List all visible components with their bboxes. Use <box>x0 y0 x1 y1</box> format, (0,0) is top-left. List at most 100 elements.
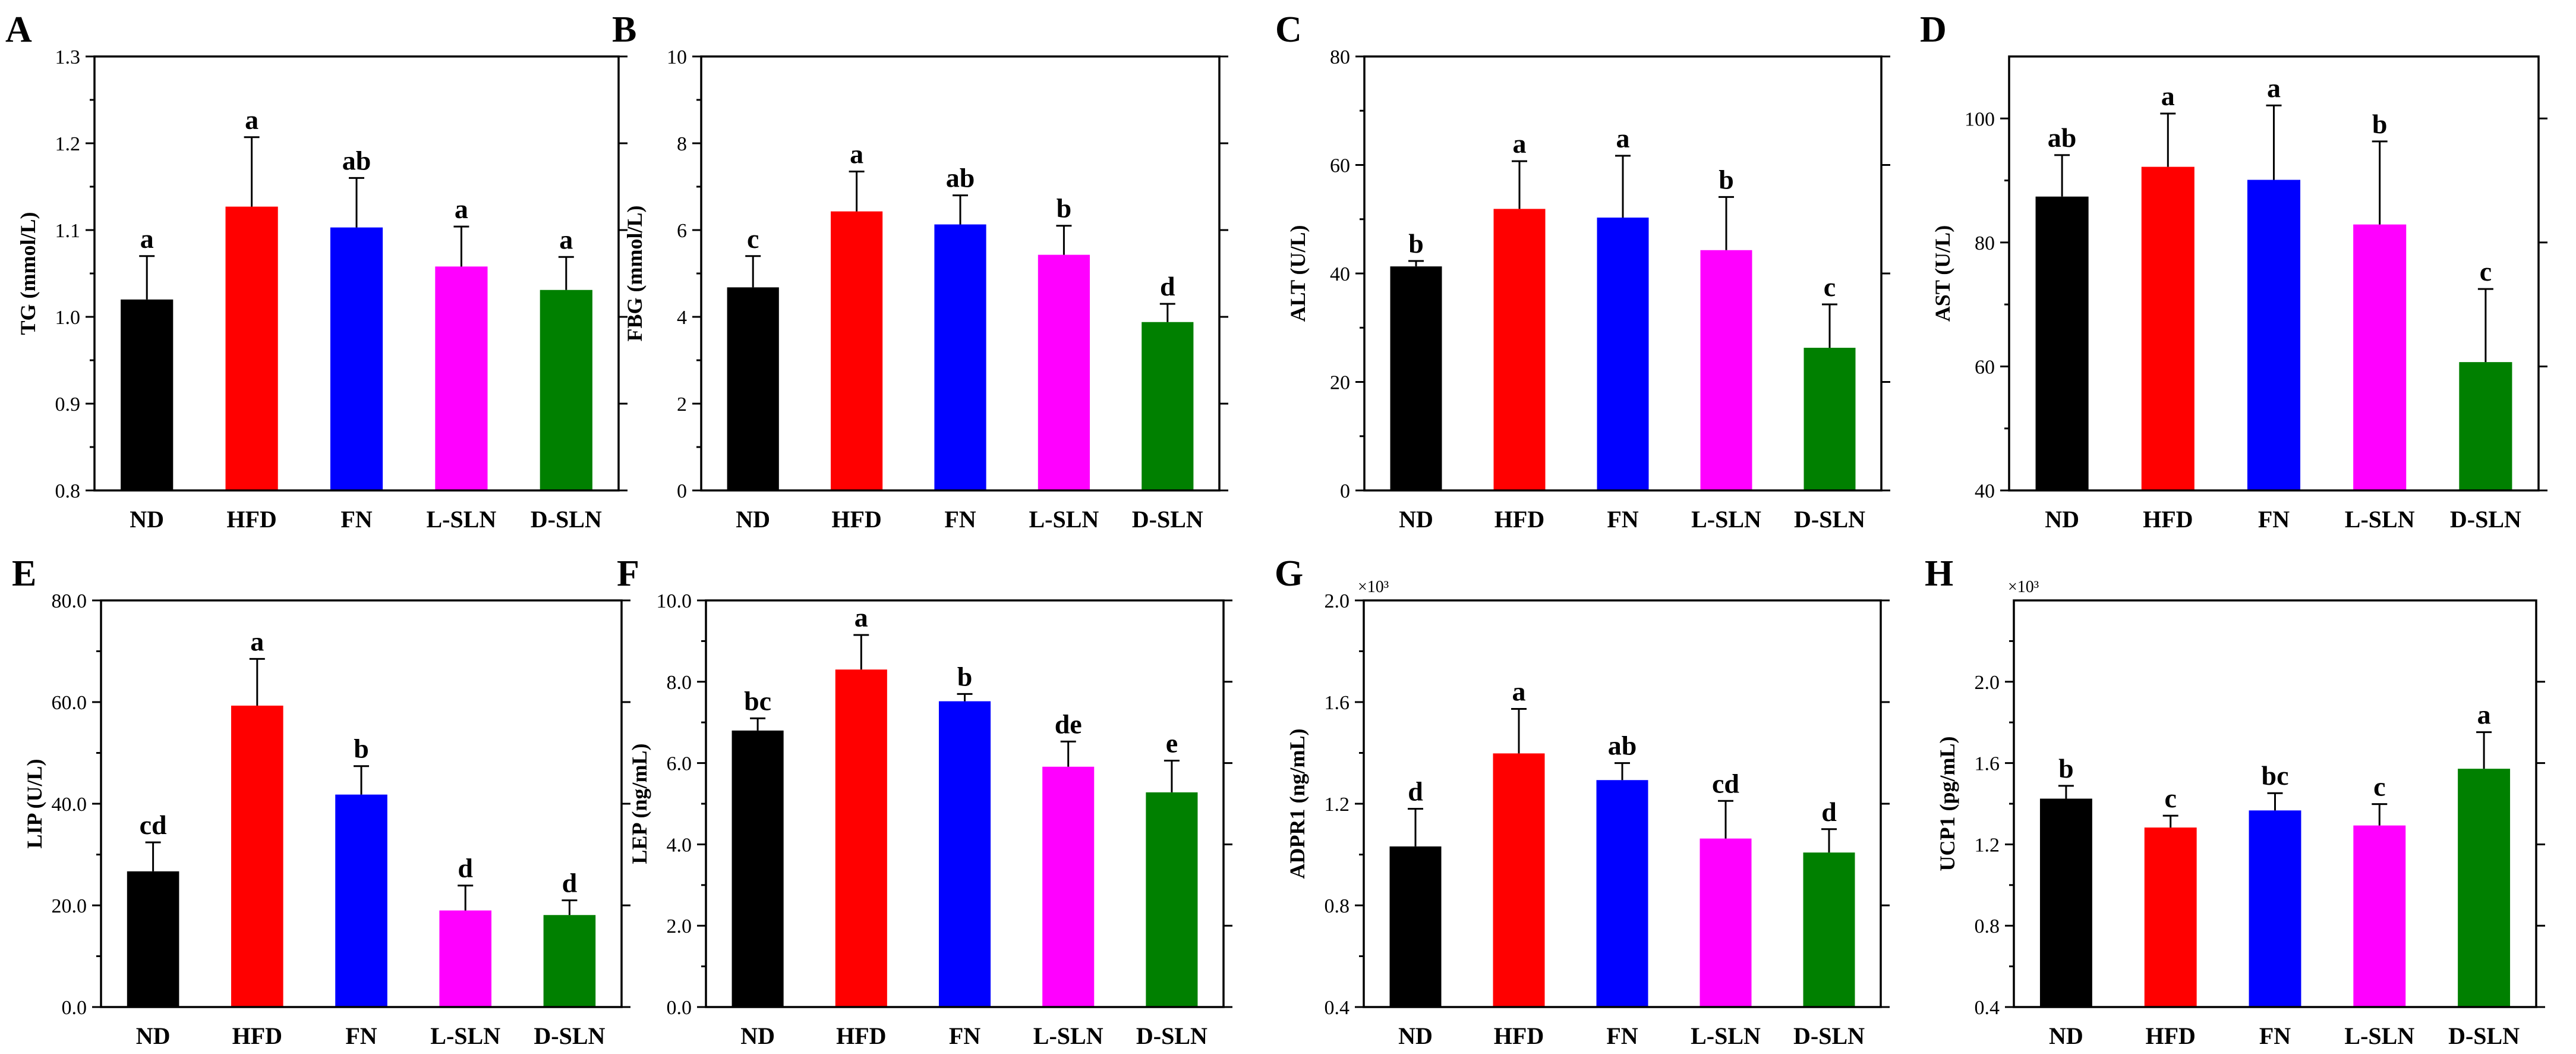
bar-b-l-sln <box>1038 254 1090 490</box>
significance-label: d <box>562 867 578 898</box>
error-bar-f-1 <box>853 634 869 670</box>
category-label: L-SLN <box>1691 506 1761 533</box>
y-tick-label: 40 <box>1330 263 1350 285</box>
category-label: HFD <box>836 1022 886 1049</box>
significance-label: d <box>1821 797 1837 827</box>
error-bar-a-0 <box>139 255 155 300</box>
bar-d-d-sln <box>2459 362 2512 490</box>
bar-f-d-sln <box>1146 792 1198 1007</box>
error-bar-d-0 <box>2054 154 2070 197</box>
y-tick-label: 10.0 <box>657 590 692 612</box>
error-bar-a-1 <box>244 136 260 207</box>
error-bar-h-4 <box>2476 731 2492 769</box>
y-tick-label: 20 <box>1330 372 1350 394</box>
bar-g-hfd <box>1493 753 1545 1007</box>
category-label: FN <box>1607 506 1638 533</box>
error-bar-d-2 <box>2266 104 2282 180</box>
y-axis-label-c: ALT (U/L) <box>1286 225 1310 322</box>
error-bar-e-4 <box>562 899 578 915</box>
error-bar-b-1 <box>849 170 865 212</box>
plot-frame-b <box>700 55 1221 492</box>
plot-frame-f <box>705 599 1225 1008</box>
bar-a-l-sln <box>435 266 488 490</box>
error-bar-e-2 <box>354 765 369 795</box>
category-label: FN <box>944 506 976 533</box>
y-tick-label: 1.6 <box>1325 692 1350 714</box>
chart-panel-a: Aa ND a HFD ab FN a L-SLN a D-SLN 0.8 0.9 1.0 1.1 1.2 1… <box>5 10 628 533</box>
panel-label-b: B <box>612 10 636 50</box>
bar-a-fn <box>330 227 383 490</box>
y-tick-label: 1.2 <box>1975 834 2000 856</box>
significance-label: a <box>250 626 264 656</box>
y-tick-label: 4.0 <box>667 834 692 856</box>
y-tick-label: 2.0 <box>1325 590 1350 612</box>
error-bar-g-4 <box>1821 828 1837 853</box>
category-label: D-SLN <box>2448 1022 2520 1049</box>
plot-frame-e <box>100 599 623 1008</box>
y-tick-label: 0.4 <box>1325 997 1350 1019</box>
significance-label: ab <box>2048 122 2077 153</box>
bar-c-hfd <box>1493 209 1546 490</box>
category-label: L-SLN <box>426 506 496 533</box>
bar-e-l-sln <box>439 910 491 1007</box>
y-tick-label: 20.0 <box>52 895 87 917</box>
y-tick-label: 80.0 <box>52 590 87 612</box>
category-label: ND <box>136 1022 171 1049</box>
error-bar-c-2 <box>1615 155 1631 218</box>
error-bar-a-3 <box>453 225 469 267</box>
bar-b-d-sln <box>1142 322 1194 490</box>
error-bar-g-3 <box>1718 800 1733 839</box>
y-axis-label-f: LEP (ng/mL) <box>628 743 651 864</box>
error-bar-a-4 <box>558 256 574 290</box>
y-tick-label: 0.4 <box>1975 997 2000 1019</box>
significance-label: e <box>1166 728 1178 758</box>
y-tick-label: 40 <box>1975 480 1995 502</box>
category-label: FN <box>1606 1022 1638 1049</box>
significance-label: cd <box>140 810 167 840</box>
category-label: ND <box>2045 506 2079 533</box>
chart-panel-c: Cb ND a HFD a FN b L-SLN c D-SLN 0 20 40 60 80 ALT (U/L… <box>1275 10 1890 533</box>
y-tick-label: 80 <box>1330 46 1350 68</box>
category-label: HFD <box>226 506 276 533</box>
bar-d-fn <box>2247 180 2301 490</box>
bar-h-fn <box>2249 810 2301 1007</box>
category-label: L-SLN <box>1691 1022 1761 1049</box>
significance-label: b <box>957 661 973 691</box>
bar-b-fn <box>934 224 986 490</box>
significance-label: ab <box>1608 731 1637 761</box>
y-tick-label: 1.2 <box>1325 794 1350 816</box>
category-label: HFD <box>2145 1022 2195 1049</box>
error-bar-h-2 <box>2267 792 2283 811</box>
y-tick-label: 80 <box>1975 232 1995 254</box>
y-tick-label: 6 <box>677 220 687 242</box>
bar-d-l-sln <box>2353 224 2407 490</box>
error-bar-e-0 <box>145 841 161 871</box>
bar-e-fn <box>335 794 387 1007</box>
significance-label: c <box>2164 783 2176 813</box>
bar-e-nd <box>127 871 179 1007</box>
y-tick-label: 2.0 <box>667 915 692 937</box>
significance-label: a <box>2161 81 2175 111</box>
error-bar-b-4 <box>1159 303 1175 322</box>
y-tick-label: 0.9 <box>55 394 81 416</box>
error-bar-f-4 <box>1164 759 1180 792</box>
y-tick-label: 40.0 <box>52 794 87 816</box>
category-label: HFD <box>232 1022 282 1049</box>
category-label: D-SLN <box>2450 506 2521 533</box>
bar-d-hfd <box>2141 166 2195 491</box>
y-tick-label: 0.8 <box>1325 895 1350 917</box>
significance-label: a <box>850 139 863 169</box>
error-bar-h-3 <box>2372 803 2388 826</box>
significance-label: d <box>1408 776 1423 807</box>
error-bar-b-2 <box>953 194 968 225</box>
significance-label: a <box>855 602 868 633</box>
category-label: D-SLN <box>1793 1022 1865 1049</box>
significance-label: d <box>1160 271 1175 301</box>
y-tick-label: 4 <box>677 307 687 329</box>
significance-label: a <box>559 224 573 254</box>
y-axis-label-d: AST (U/L) <box>1931 225 1954 322</box>
y-axis-label-a: TG (mmol/L) <box>16 212 40 335</box>
error-bar-b-0 <box>745 255 761 288</box>
category-label: D-SLN <box>1136 1022 1207 1049</box>
